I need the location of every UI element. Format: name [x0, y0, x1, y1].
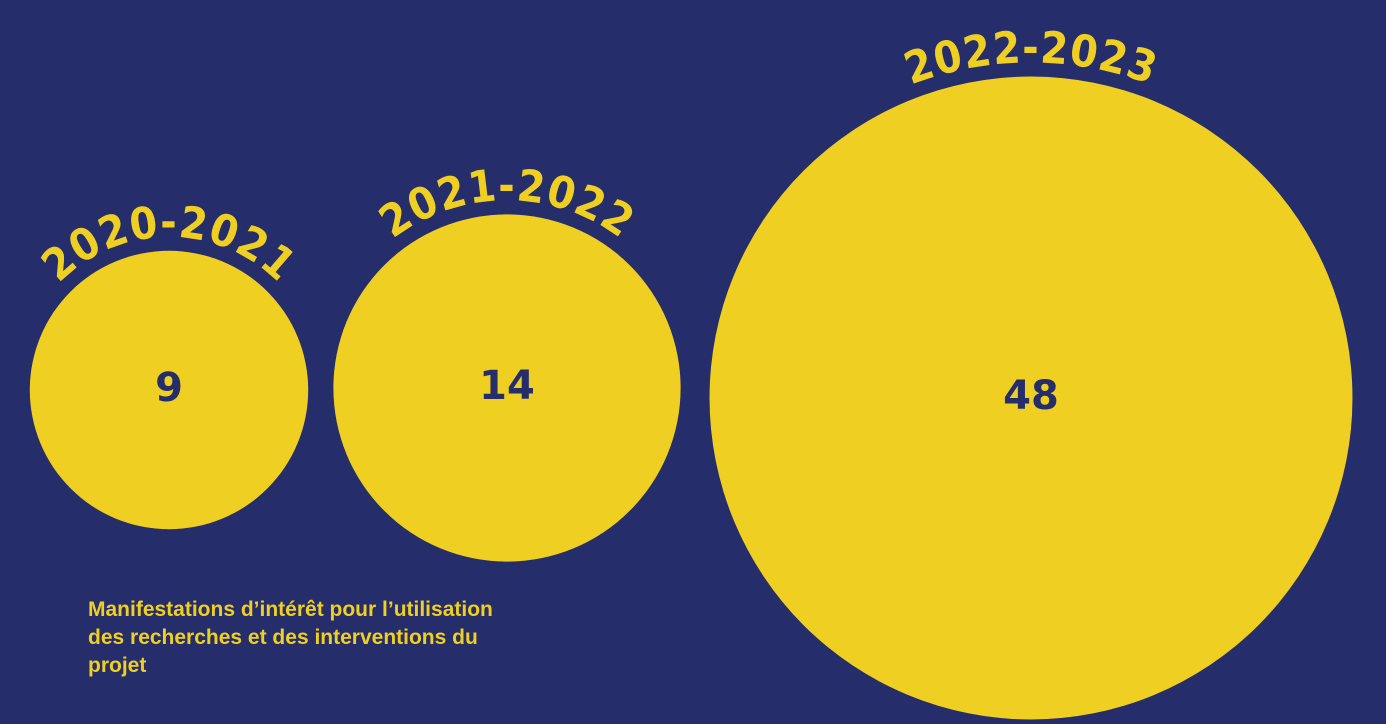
bubble	[333, 214, 681, 562]
chart-title: Manifestations d’intérêt pour l’utilisat…	[88, 598, 493, 677]
value-label: 9	[155, 365, 183, 411]
value-label: 14	[479, 363, 535, 409]
value-label: 48	[1003, 373, 1059, 419]
bubble	[709, 76, 1353, 720]
bubble	[29, 250, 309, 530]
